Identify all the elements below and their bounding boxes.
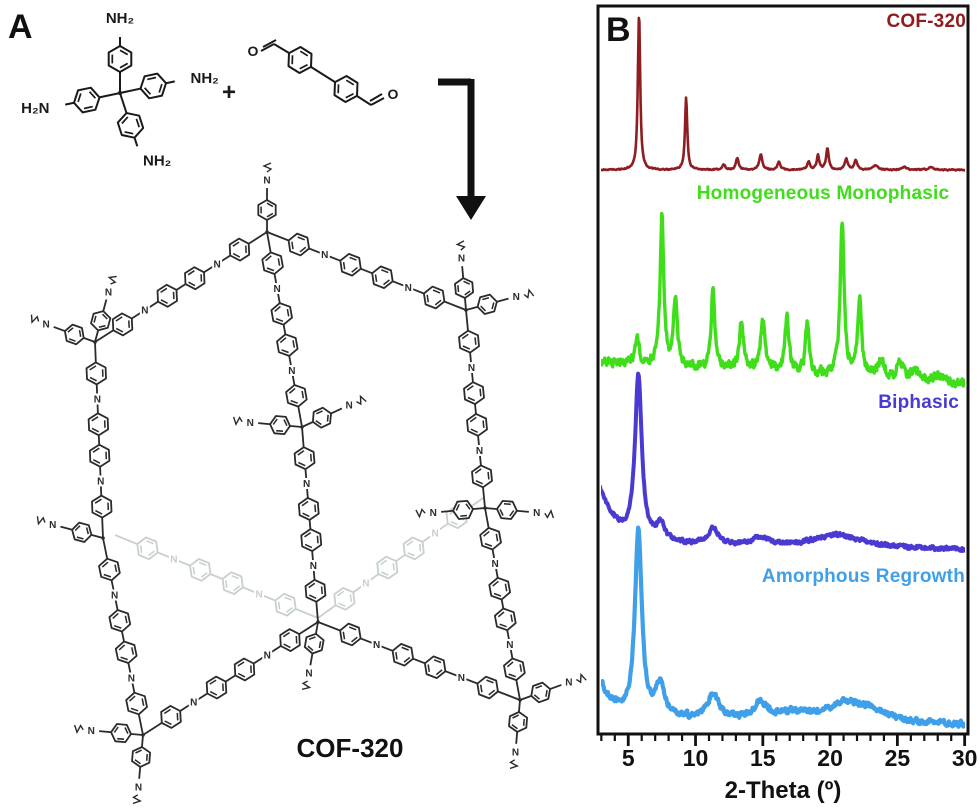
svg-text:N: N [430, 508, 437, 519]
svg-text:N: N [476, 446, 483, 457]
panel-b-xrd-plot: 5 10 15 20 25 30 2-Theta (º) [590, 0, 980, 810]
x-tick-label: 15 [750, 745, 776, 771]
x-tick-label: 5 [622, 745, 635, 771]
svg-text:N: N [111, 591, 118, 602]
x-axis-title: 2-Theta (º) [725, 777, 842, 804]
x-tick-label: 25 [885, 745, 911, 771]
xrd-trace-homogeneous-monophasic [601, 211, 965, 389]
svg-text:N: N [43, 320, 50, 331]
svg-text:N: N [105, 287, 112, 298]
svg-text:N: N [506, 640, 513, 651]
svg-text:N: N [565, 678, 572, 689]
svg-text:N: N [533, 508, 540, 519]
svg-text:N: N [49, 520, 56, 531]
svg-text:N: N [256, 589, 263, 600]
svg-text:N: N [362, 579, 369, 590]
xrd-trace-cof-320 [601, 16, 965, 172]
product-name-label: COF-320 [296, 733, 404, 763]
svg-text:NH₂: NH₂ [106, 10, 134, 27]
x-tick-label: 10 [683, 745, 709, 771]
svg-text:N: N [346, 401, 353, 412]
svg-text:N: N [190, 698, 197, 709]
svg-text:N: N [458, 673, 465, 684]
plus-sign: + [222, 79, 236, 106]
svg-text:N: N [373, 640, 380, 651]
x-axis-ticks [600, 735, 967, 746]
xrd-trace-amorphous-regrowth [601, 525, 965, 729]
xrd-plot-canvas: 5 10 15 20 25 30 2-Theta (º) [596, 4, 978, 804]
svg-text:H₂N: H₂N [21, 100, 49, 117]
svg-text:N: N [468, 363, 475, 374]
svg-text:N: N [135, 782, 142, 793]
svg-text:N: N [458, 254, 465, 265]
tetraamine-monomer: NH₂ NH₂ H₂N NH₂ [21, 10, 219, 170]
reaction-arrow [438, 78, 486, 220]
svg-text:N: N [263, 176, 270, 187]
svg-text:N: N [310, 561, 317, 572]
svg-text:N: N [405, 283, 412, 294]
svg-text:NH₂: NH₂ [191, 70, 219, 87]
svg-text:N: N [512, 747, 519, 758]
trace-label-biphasic: Biphasic [878, 392, 959, 413]
svg-text:N: N [170, 555, 177, 566]
svg-text:N: N [247, 418, 254, 429]
trace-label-amorphous-regrowth: Amorphous Regrowth [761, 566, 965, 587]
svg-text:N: N [141, 306, 148, 317]
svg-text:N: N [432, 528, 439, 539]
svg-text:N: N [303, 479, 310, 490]
panel-a-reaction-scheme: NH₂ NH₂ H₂N NH₂ + O O N N N N N N N N N N N N N N N N N N N N N N N N N… [8, 8, 587, 805]
trace-label-cof-320: COF-320 [886, 11, 966, 32]
trace-label-homogeneous-monophasic: Homogeneous Monophasic [696, 183, 950, 204]
svg-text:N: N [274, 284, 281, 295]
svg-text:N: N [321, 250, 328, 261]
plot-frame [596, 4, 970, 736]
dialdehyde-monomer: OO [248, 39, 399, 106]
svg-text:O: O [388, 86, 399, 102]
svg-text:N: N [128, 673, 135, 684]
svg-text:N: N [288, 366, 295, 377]
panel-b-label: B [606, 11, 631, 49]
svg-text:N: N [214, 259, 221, 270]
svg-text:N: N [305, 669, 312, 680]
svg-text:N: N [97, 477, 104, 488]
x-tick-label: 20 [817, 745, 843, 771]
xrd-trace-biphasic [601, 371, 965, 553]
svg-text:N: N [88, 726, 95, 737]
x-tick-label: 30 [952, 745, 978, 771]
panel-a-label: A [8, 8, 33, 46]
svg-text:O: O [248, 43, 259, 59]
svg-text:NH₂: NH₂ [143, 153, 171, 170]
svg-text:N: N [513, 292, 520, 303]
svg-text:N: N [492, 559, 499, 570]
svg-text:N: N [264, 650, 271, 661]
svg-text:N: N [94, 394, 101, 405]
